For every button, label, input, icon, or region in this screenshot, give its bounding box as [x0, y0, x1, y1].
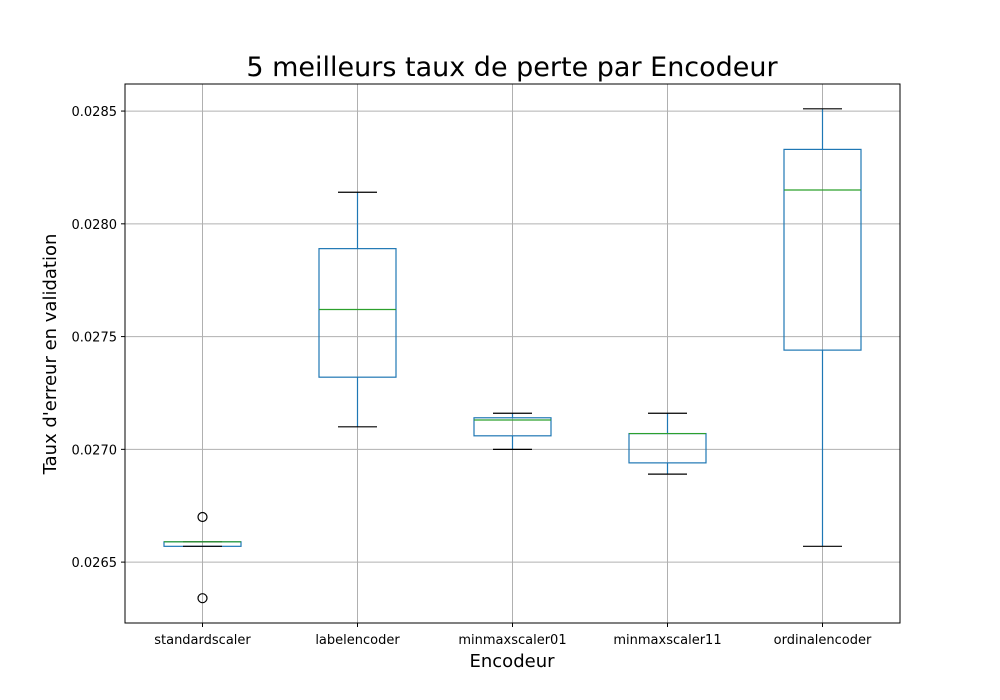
y-tick-layer: 0.0265 0.0270 0.0275 0.0280 0.0285 [72, 105, 125, 571]
y-axis-label: Taux d'erreur en validation [40, 234, 61, 476]
outlier-point [197, 511, 208, 523]
iqr-box [473, 417, 552, 437]
x-tick-label: standardscaler [154, 633, 251, 648]
iqr-box [783, 148, 862, 351]
iqr-box [318, 248, 397, 378]
x-tick-label: labelencoder [315, 633, 400, 648]
box-layer [163, 108, 862, 604]
y-tick-label: 0.0275 [72, 331, 118, 346]
y-tick-label: 0.0280 [72, 218, 118, 233]
y-tick-label: 0.0285 [72, 105, 118, 120]
x-tick-label: ordinalencoder [774, 633, 872, 648]
box-group-minmaxscaler11 [628, 412, 707, 475]
box-group-minmaxscaler01 [473, 412, 552, 450]
y-tick-label: 0.0265 [72, 556, 118, 571]
outlier-point [197, 593, 208, 604]
x-tick-label: minmaxscaler11 [613, 633, 721, 648]
y-tick-label: 0.0270 [72, 443, 118, 458]
x-tick-layer: standardscaler labelencoder minmaxscaler01… [154, 623, 872, 648]
chart-title: 5 meilleurs taux de perte par Encodeur [246, 52, 778, 83]
x-tick-label: minmaxscaler01 [458, 633, 566, 648]
box-group-labelencoder [318, 191, 397, 428]
box-group-standardscaler [163, 511, 242, 604]
box-group-ordinalencoder [783, 108, 862, 547]
x-axis-label: Encodeur [470, 651, 556, 672]
